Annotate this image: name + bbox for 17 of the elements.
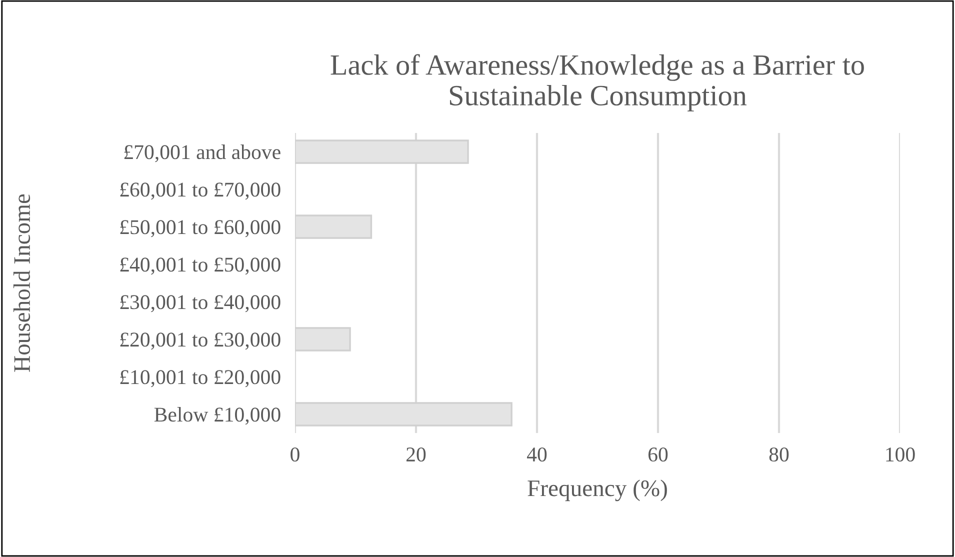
y-axis-title: Household Income	[13, 194, 30, 372]
x-tick-label: 40	[526, 447, 547, 462]
y-tick-label: £60,001 to £70,000	[120, 182, 280, 200]
x-tick-label: 20	[406, 447, 426, 462]
y-tick-label: £50,001 to £60,000	[120, 220, 280, 238]
y-tick-label: £20,001 to £30,000	[120, 332, 280, 350]
x-tick-label: 0	[290, 447, 300, 462]
x-tick-label: 100	[886, 447, 915, 462]
y-tick-label: £40,001 to £50,000	[120, 258, 280, 275]
x-tick-label: 60	[648, 447, 668, 462]
y-tick-label: £10,001 to £20,000	[120, 370, 280, 388]
x-axis-title: Frequency (%)	[528, 480, 667, 502]
chart-title: Lack of Awareness/Knowledge as a Barrier to Sustainable Consumption	[330, 54, 864, 112]
y-tick-label: Below £10,000	[154, 407, 280, 425]
y-tick-label: £30,001 to £40,000	[120, 295, 280, 312]
y-tick-label: £70,001 and above	[124, 144, 280, 162]
x-tick-label: 80	[769, 447, 789, 462]
